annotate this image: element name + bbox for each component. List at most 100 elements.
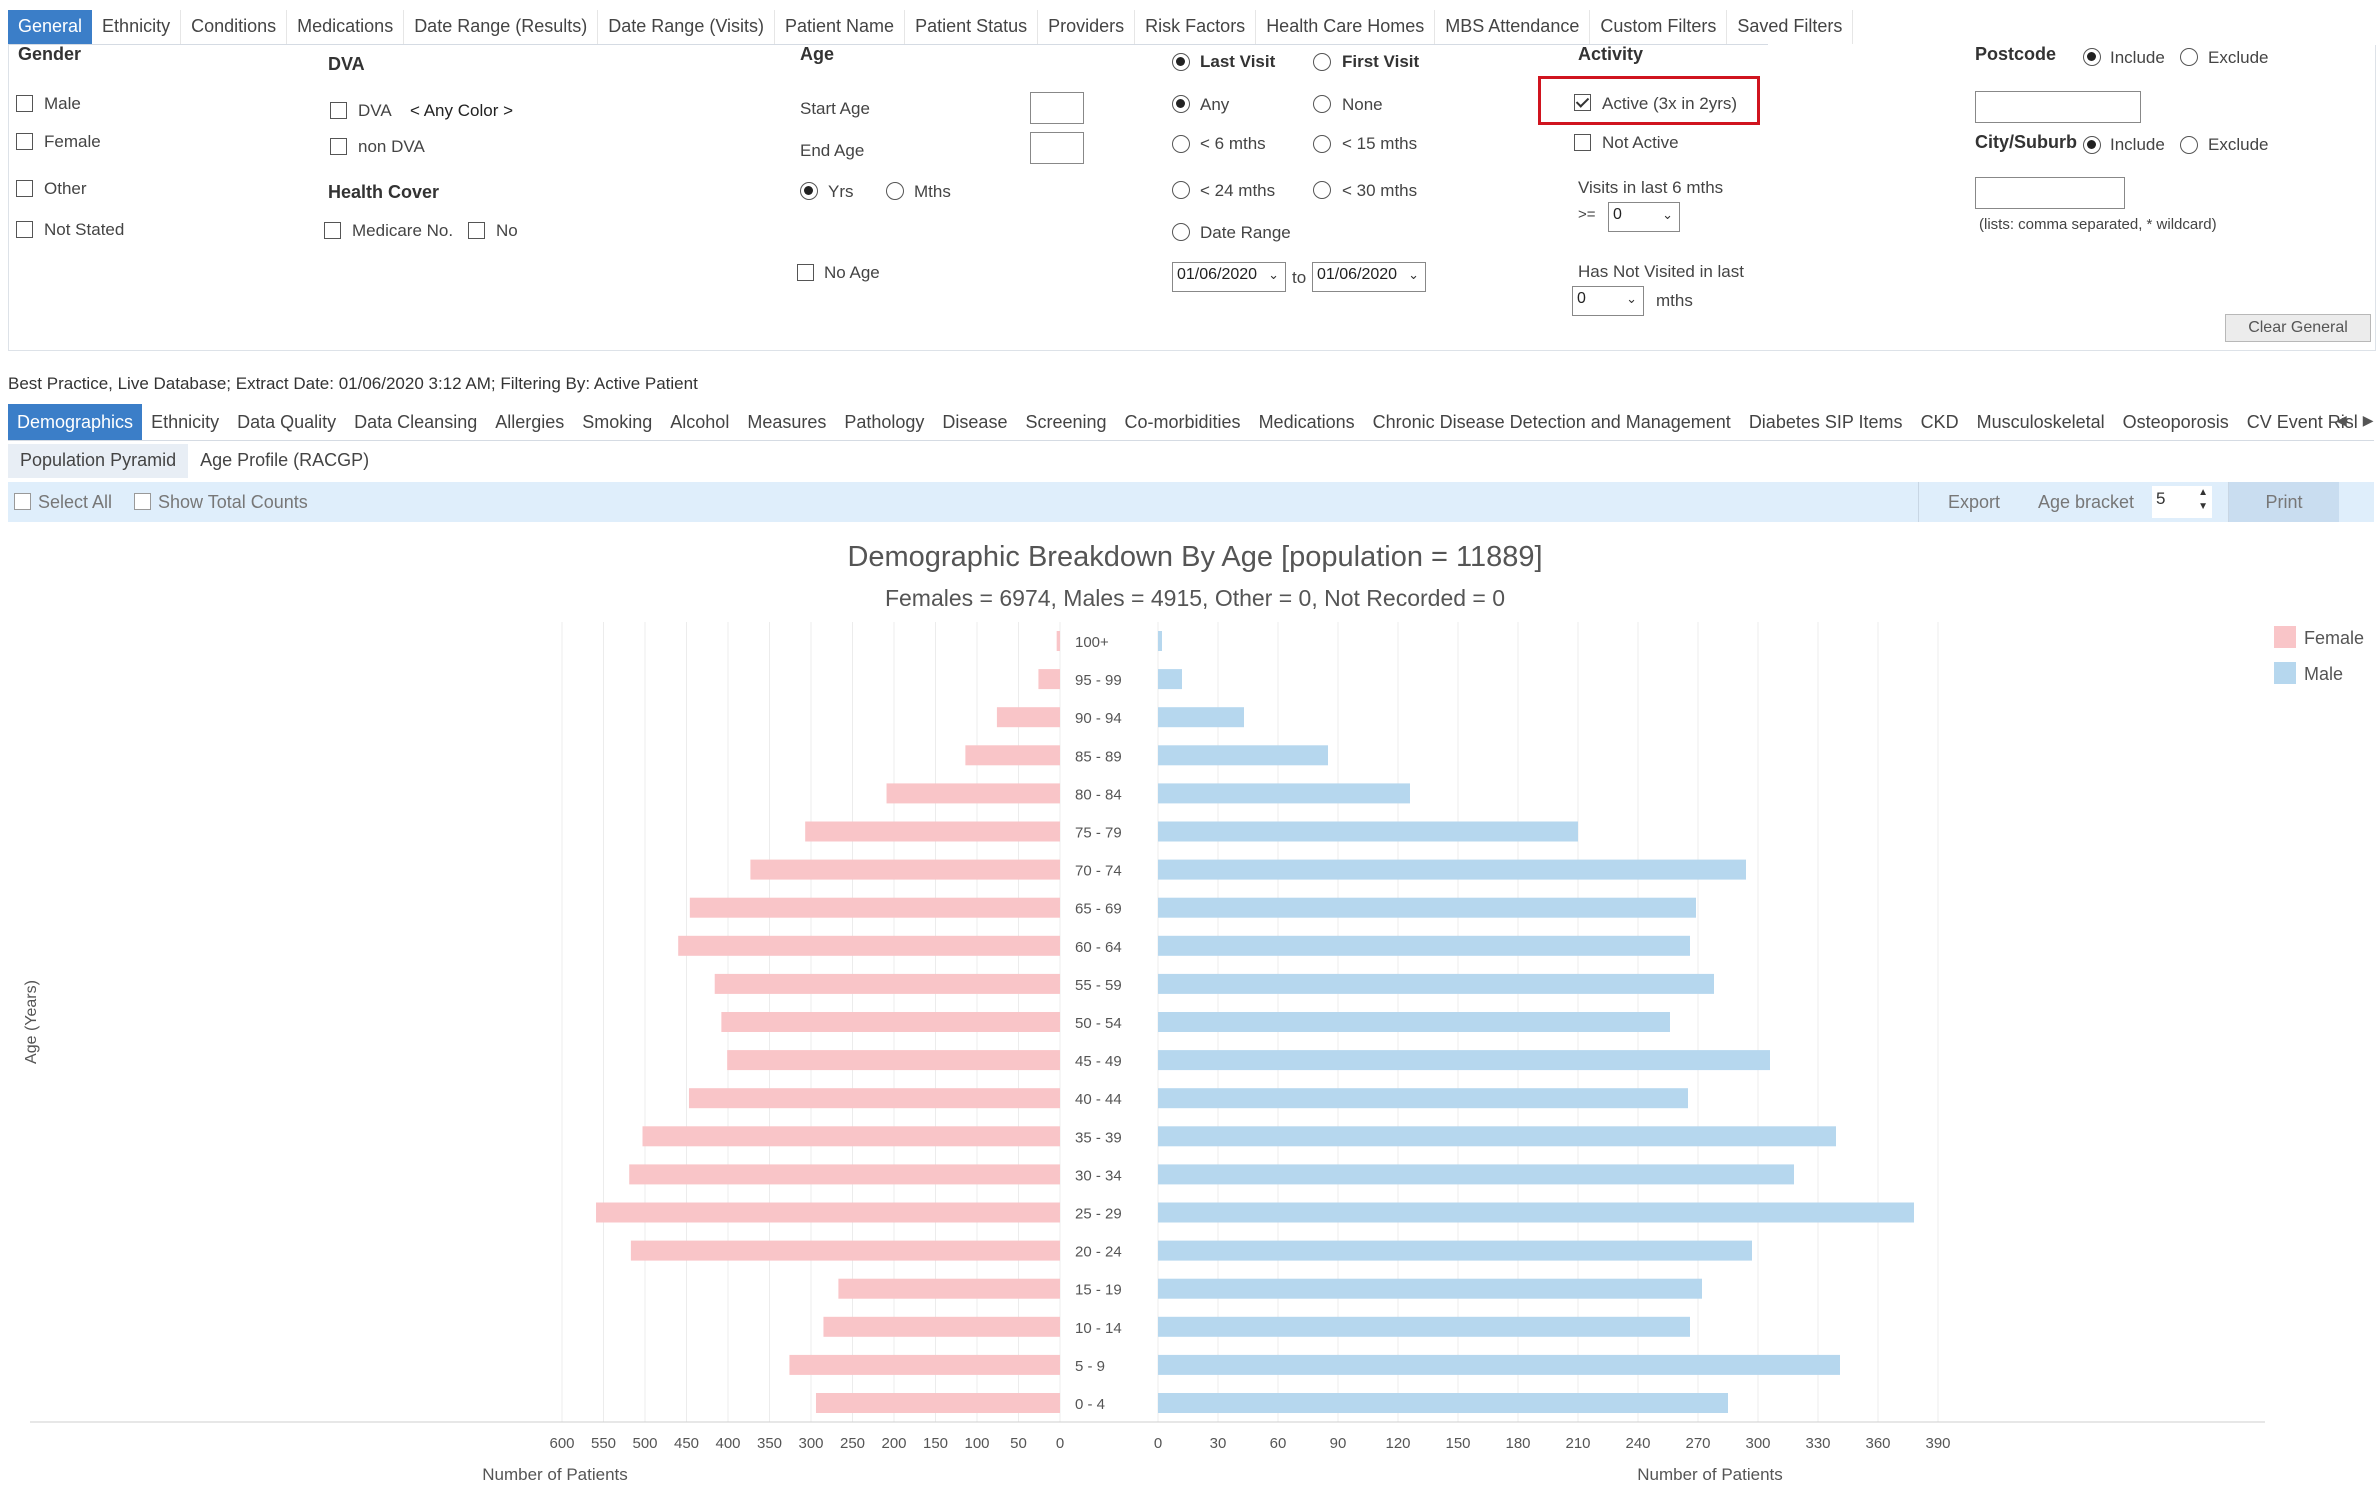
male-bar — [1158, 1050, 1770, 1071]
sub-tab-age-profile-racgp[interactable]: Age Profile (RACGP) — [200, 450, 370, 470]
report-tab-cv-event-risl[interactable]: CV Event Risl — [2246, 412, 2358, 432]
not-visited-label: Has Not Visited in last — [1578, 262, 1744, 281]
report-tab-pathology[interactable]: Pathology — [844, 412, 925, 432]
export-button[interactable]: Export — [1918, 482, 2029, 522]
report-tab-screening[interactable]: Screening — [1025, 412, 1107, 432]
postcode-include-label: Include — [2110, 48, 2165, 67]
tab-patient-status[interactable]: Patient Status — [905, 10, 1039, 44]
report-tab-data-cleansing[interactable]: Data Cleansing — [354, 412, 478, 432]
report-tab-measures[interactable]: Measures — [747, 412, 827, 432]
tab-ethnicity[interactable]: Ethnicity — [92, 10, 182, 44]
age-category-label: 5 - 9 — [1075, 1358, 1105, 1375]
lt6-radio[interactable] — [1172, 135, 1190, 153]
stepper-arrows-icon[interactable]: ▲ ▼ — [2198, 487, 2208, 512]
sub-tab-population-pyramid[interactable]: Population Pyramid — [8, 444, 189, 478]
legend-male-swatch — [2274, 662, 2296, 684]
male-bar — [1158, 1126, 1836, 1147]
tab-providers[interactable]: Providers — [1038, 10, 1136, 44]
visits-select[interactable]: 0 ⌄ — [1608, 202, 1680, 232]
mths-radio[interactable] — [886, 182, 904, 200]
report-tab-medications[interactable]: Medications — [1258, 412, 1355, 432]
report-tab-osteoporosis[interactable]: Osteoporosis — [2122, 412, 2229, 432]
city-include-radio[interactable] — [2083, 136, 2101, 154]
chevron-right-icon[interactable]: ▶ — [2363, 412, 2379, 428]
report-tab-demographics[interactable]: Demographics — [8, 404, 143, 440]
tab-saved-filters[interactable]: Saved Filters — [1727, 10, 1854, 44]
age-category-label: 55 - 59 — [1075, 977, 1122, 994]
postcode-input[interactable] — [1975, 91, 2141, 123]
x-tick-label-right: 180 — [1505, 1435, 1530, 1452]
gender-other-checkbox[interactable] — [16, 180, 33, 197]
city-exclude-radio[interactable] — [2180, 136, 2198, 154]
gender-female-checkbox[interactable] — [16, 133, 33, 150]
yrs-radio[interactable] — [800, 182, 818, 200]
age-bracket-value: 5 — [2156, 489, 2166, 508]
not-visited-select[interactable]: 0 ⌄ — [1572, 286, 1644, 316]
report-tab-co-morbidities[interactable]: Co-morbidities — [1124, 412, 1241, 432]
report-tab-data-quality[interactable]: Data Quality — [237, 412, 337, 432]
tab-date-range-visits[interactable]: Date Range (Visits) — [598, 10, 775, 44]
report-tab-ethnicity[interactable]: Ethnicity — [151, 412, 220, 432]
none-radio[interactable] — [1313, 95, 1331, 113]
tab-general[interactable]: General — [8, 10, 93, 44]
age-bracket-stepper[interactable]: 5 ▲ ▼ — [2152, 486, 2212, 518]
age-category-label: 75 - 79 — [1075, 825, 1122, 842]
gender-male-checkbox[interactable] — [16, 95, 33, 112]
report-tab-ckd[interactable]: CKD — [1920, 412, 1959, 432]
from-date-value: 01/06/2020 — [1177, 266, 1258, 283]
dva-color-select[interactable]: < Any Color > — [410, 101, 514, 120]
no-age-label: No Age — [824, 263, 880, 282]
report-tab-allergies[interactable]: Allergies — [495, 412, 565, 432]
lt30-radio[interactable] — [1313, 181, 1331, 199]
not-active-checkbox[interactable] — [1574, 134, 1591, 151]
dva-checkbox[interactable] — [330, 102, 347, 119]
print-button[interactable]: Print — [2228, 482, 2339, 522]
tab-risk-factors[interactable]: Risk Factors — [1135, 10, 1257, 44]
no-medicare-checkbox[interactable] — [468, 222, 485, 239]
tab-patient-name[interactable]: Patient Name — [775, 10, 906, 44]
tab-date-range-results[interactable]: Date Range (Results) — [404, 10, 599, 44]
tab-scroll-arrows[interactable]: ◀▶ — [2336, 412, 2379, 429]
city-input[interactable] — [1975, 177, 2125, 209]
report-tab-alcohol[interactable]: Alcohol — [670, 412, 730, 432]
report-tab-diabetes-sip-items[interactable]: Diabetes SIP Items — [1748, 412, 1903, 432]
date-range-radio[interactable] — [1172, 223, 1190, 241]
show-total-checkbox[interactable] — [134, 493, 151, 510]
male-bar — [1158, 821, 1578, 842]
lt24-radio[interactable] — [1172, 181, 1190, 199]
first-visit-radio[interactable] — [1313, 53, 1331, 71]
active-checkbox[interactable] — [1574, 94, 1591, 111]
report-tab-musculoskeletal[interactable]: Musculoskeletal — [1976, 412, 2105, 432]
lt15-radio[interactable] — [1313, 135, 1331, 153]
to-date-picker[interactable]: 01/06/2020 ⌄ — [1312, 262, 1426, 292]
report-tab-chronic-disease-detection-and-management[interactable]: Chronic Disease Detection and Management — [1372, 412, 1731, 432]
lt6-label: < 6 mths — [1200, 134, 1266, 153]
postcode-include-radio[interactable] — [2083, 48, 2101, 66]
any-radio[interactable] — [1172, 95, 1190, 113]
clear-general-button[interactable]: Clear General — [2225, 314, 2371, 342]
chevron-left-icon[interactable]: ◀ — [2336, 412, 2363, 428]
tab-custom-filters[interactable]: Custom Filters — [1590, 10, 1728, 44]
last-visit-radio[interactable] — [1172, 53, 1190, 71]
female-bar — [815, 1393, 1060, 1413]
male-bar — [1158, 1240, 1752, 1261]
non-dva-checkbox[interactable] — [330, 138, 347, 155]
start-age-input[interactable] — [1030, 92, 1084, 124]
report-tab-disease[interactable]: Disease — [942, 412, 1008, 432]
x-tick-label-right: 270 — [1685, 1435, 1710, 1452]
from-date-picker[interactable]: 01/06/2020 ⌄ — [1172, 262, 1286, 292]
tab-health-care-homes[interactable]: Health Care Homes — [1256, 10, 1436, 44]
age-title: Age — [800, 44, 835, 64]
tab-medications[interactable]: Medications — [287, 10, 405, 44]
tab-mbs-attendance[interactable]: MBS Attendance — [1435, 10, 1591, 44]
medicare-checkbox[interactable] — [324, 222, 341, 239]
report-tab-smoking[interactable]: Smoking — [582, 412, 653, 432]
end-age-input[interactable] — [1030, 132, 1084, 164]
gender-not-stated-checkbox[interactable] — [16, 221, 33, 238]
tab-conditions[interactable]: Conditions — [181, 10, 288, 44]
no-age-checkbox[interactable] — [797, 264, 814, 281]
postcode-exclude-radio[interactable] — [2180, 48, 2198, 66]
select-all-checkbox[interactable] — [14, 493, 31, 510]
female-bar — [721, 1012, 1060, 1032]
age-category-label: 80 - 84 — [1075, 786, 1122, 803]
